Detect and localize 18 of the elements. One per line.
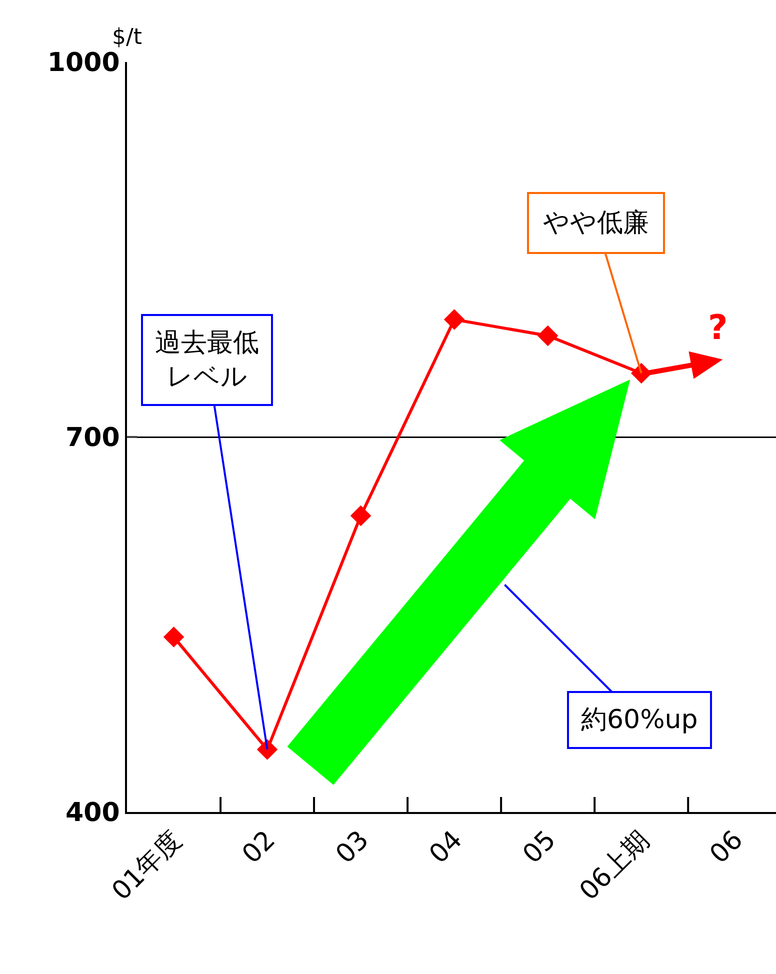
annotation: 約60%up bbox=[581, 705, 698, 735]
x-tick-label: 03 bbox=[330, 825, 375, 870]
y-tick-label: 700 bbox=[66, 423, 120, 454]
point bbox=[350, 505, 372, 526]
annotation: ? bbox=[708, 308, 728, 348]
x-tick-label: 02 bbox=[236, 825, 282, 870]
point bbox=[163, 626, 184, 648]
x-tick-label: 04 bbox=[424, 825, 468, 870]
point bbox=[256, 739, 278, 760]
y-tick-label: 1000 bbox=[47, 48, 120, 78]
x-tick-label: 06 bbox=[704, 825, 749, 870]
annotation: 過去最低レベル bbox=[155, 328, 259, 392]
annotation: やや低廉 bbox=[543, 208, 649, 238]
x-tick-label: 05 bbox=[517, 825, 562, 870]
y-axis-title: $/t bbox=[112, 25, 142, 50]
point bbox=[444, 309, 465, 330]
point bbox=[537, 325, 558, 346]
x-tick-label: 06上期 bbox=[574, 825, 656, 907]
